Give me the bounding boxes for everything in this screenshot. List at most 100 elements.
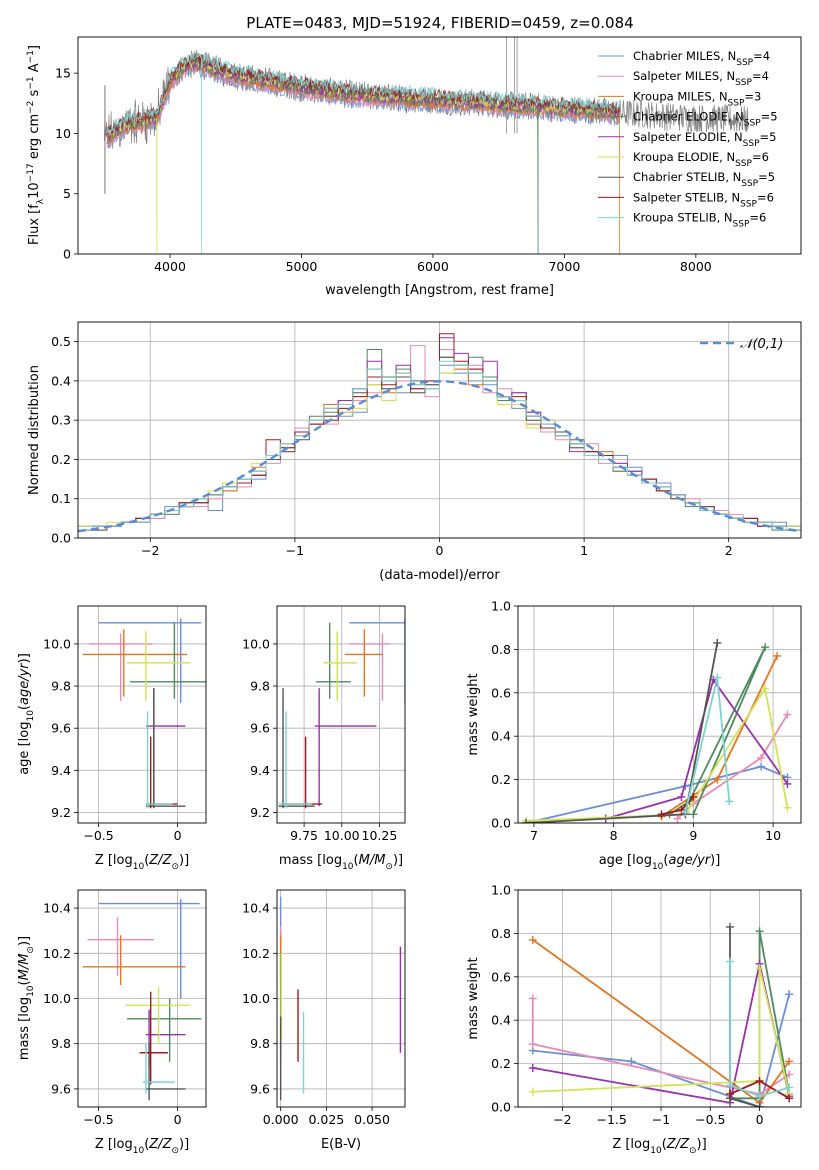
errorbar-point <box>82 629 188 697</box>
chart-massweight_vs_Z: −2 −1.5 −1 −0.5 0 0.0 0.2 0.4 0.6 0.8 1.0 Z [log10(… <box>466 883 802 1156</box>
legend-entry: Kroupa ELODIE, NSSP=6 <box>633 150 769 169</box>
y-tick-label: 0.2 <box>491 772 511 787</box>
chart-residuals: −2 −1 0 1 2 0.0 0.1 0.2 0.3 0.4 0.5 (data-model)/er… <box>27 321 802 583</box>
plus-marker <box>726 957 735 966</box>
plus-marker <box>673 814 682 823</box>
y-axis-label: Normed distribution <box>27 365 42 495</box>
plot-area-age_vs_Z <box>82 618 206 809</box>
figure-title: PLATE=0483, MJD=51924, FIBERID=0459, z=0… <box>246 14 633 32</box>
weight-line <box>532 967 791 1095</box>
errorbar-point <box>126 998 202 1062</box>
plot-area-massweight_vs_Z <box>528 922 794 1107</box>
legend-entry: Chabrier MILES, NSSP=4 <box>633 49 770 68</box>
y-tick-label: 0.0 <box>491 1100 511 1115</box>
plus-marker <box>689 792 698 801</box>
y-tick-label: 0.6 <box>491 685 511 700</box>
plot-area-mass_vs_EBV <box>279 896 402 1101</box>
y-tick-label: 9.6 <box>250 1081 270 1096</box>
x-tick-label: 8 <box>610 828 618 843</box>
plus-marker <box>726 922 735 931</box>
plus-marker <box>528 1040 537 1049</box>
y-tick-label: 0.4 <box>491 729 511 744</box>
errorbar-point <box>314 688 377 807</box>
y-tick-label: 10.4 <box>242 901 270 916</box>
errorbar-point <box>98 899 200 999</box>
y-tick-label: 1.0 <box>491 599 511 614</box>
errorbar-point <box>278 711 312 809</box>
x-tick-label: −0.5 <box>695 1112 725 1127</box>
plus-marker <box>677 792 686 801</box>
x-tick-label: 0.025 <box>308 1112 344 1127</box>
y-axis-label: Flux [fλ10−17 erg cm−2 s−1 A−1] <box>26 45 46 245</box>
weight-line <box>531 998 790 1095</box>
plus-marker <box>773 651 782 660</box>
axes-frame <box>276 605 406 824</box>
x-tick-label: 0 <box>436 543 444 558</box>
plus-marker <box>757 753 766 762</box>
plus-marker <box>725 797 734 806</box>
legend-entry: Salpeter ELODIE, NSSP=5 <box>633 130 776 149</box>
model-line <box>106 51 621 254</box>
x-tick-label: 4000 <box>154 259 186 274</box>
plot-area-massweight_vs_age <box>521 638 792 823</box>
x-axis-label: Z [log10(Z/Z⊙)] <box>95 1137 189 1156</box>
series-salpeter-stelib <box>657 792 698 819</box>
weight-line <box>605 677 789 820</box>
x-tick-label: −0.5 <box>83 828 113 843</box>
y-tick-label: 0.0 <box>491 816 511 831</box>
y-tick-label: 10.2 <box>242 946 270 961</box>
weight-line <box>525 765 788 823</box>
errorbar-point <box>278 688 315 809</box>
y-axis-label: mass weight <box>466 957 481 1039</box>
legend-entry: 𝒩(0,1) <box>740 337 783 352</box>
y-tick-label: 10.0 <box>43 636 71 651</box>
y-tick-label: 10.4 <box>43 901 71 916</box>
errorbar-point <box>323 631 357 701</box>
y-tick-label: 0.2 <box>491 1056 511 1071</box>
y-tick-label: 9.4 <box>51 763 71 778</box>
plus-marker <box>689 810 698 819</box>
y-tick-label: 10.0 <box>242 991 270 1006</box>
axes-frame <box>77 321 802 539</box>
axes-frame <box>276 889 406 1108</box>
errorbar-point <box>145 711 173 809</box>
x-tick-label: −1 <box>286 543 304 558</box>
legend-entry: Salpeter STELIB, NSSP=6 <box>633 190 774 209</box>
y-tick-label: 0.5 <box>51 334 71 349</box>
y-tick-label: 9.4 <box>250 763 270 778</box>
x-tick-label: 0 <box>174 828 182 843</box>
x-tick-label: 0.050 <box>354 1112 390 1127</box>
axes-frame <box>77 889 207 1108</box>
plus-marker <box>528 935 537 944</box>
plot-area-mass_vs_Z <box>82 899 202 1101</box>
histogram-kroupa-stelib <box>78 360 801 538</box>
plus-marker <box>521 819 530 823</box>
y-tick-label: 0.8 <box>491 642 511 657</box>
y-tick-label: 9.8 <box>250 1036 270 1051</box>
plus-marker <box>713 673 722 682</box>
x-tick-label: 6000 <box>417 259 449 274</box>
plus-marker <box>713 775 722 784</box>
x-axis-label: (data-model)/error <box>379 568 500 583</box>
x-tick-label: −2 <box>141 543 159 558</box>
x-tick-label: 7000 <box>548 259 580 274</box>
series-kroupa-stelib <box>681 673 734 817</box>
y-tick-label: 0.6 <box>491 969 511 984</box>
normal-curve <box>78 380 799 533</box>
x-tick-label: 0.000 <box>263 1112 299 1127</box>
x-tick-label: 1 <box>580 543 588 558</box>
plus-marker <box>681 808 690 817</box>
chart-age_vs_Z: −0.5 0 9.2 9.4 9.6 9.8 10.0 Z [log10(Z/Z⊙)] age … <box>17 605 207 872</box>
errorbar-point <box>349 633 390 701</box>
y-axis-label: age [log10(age/yr)] <box>17 653 36 775</box>
plus-marker <box>755 1092 764 1101</box>
plus-marker <box>726 1089 735 1098</box>
y-tick-label: 0.2 <box>51 452 71 467</box>
y-tick-label: 9.6 <box>51 721 71 736</box>
axes-frame <box>517 605 802 824</box>
y-tick-label: 9.6 <box>51 1081 71 1096</box>
x-axis-label: Z [log10(Z/Z⊙)] <box>612 1137 706 1156</box>
x-axis-label: Z [log10(Z/Z⊙)] <box>95 853 189 872</box>
plus-marker <box>783 779 792 788</box>
